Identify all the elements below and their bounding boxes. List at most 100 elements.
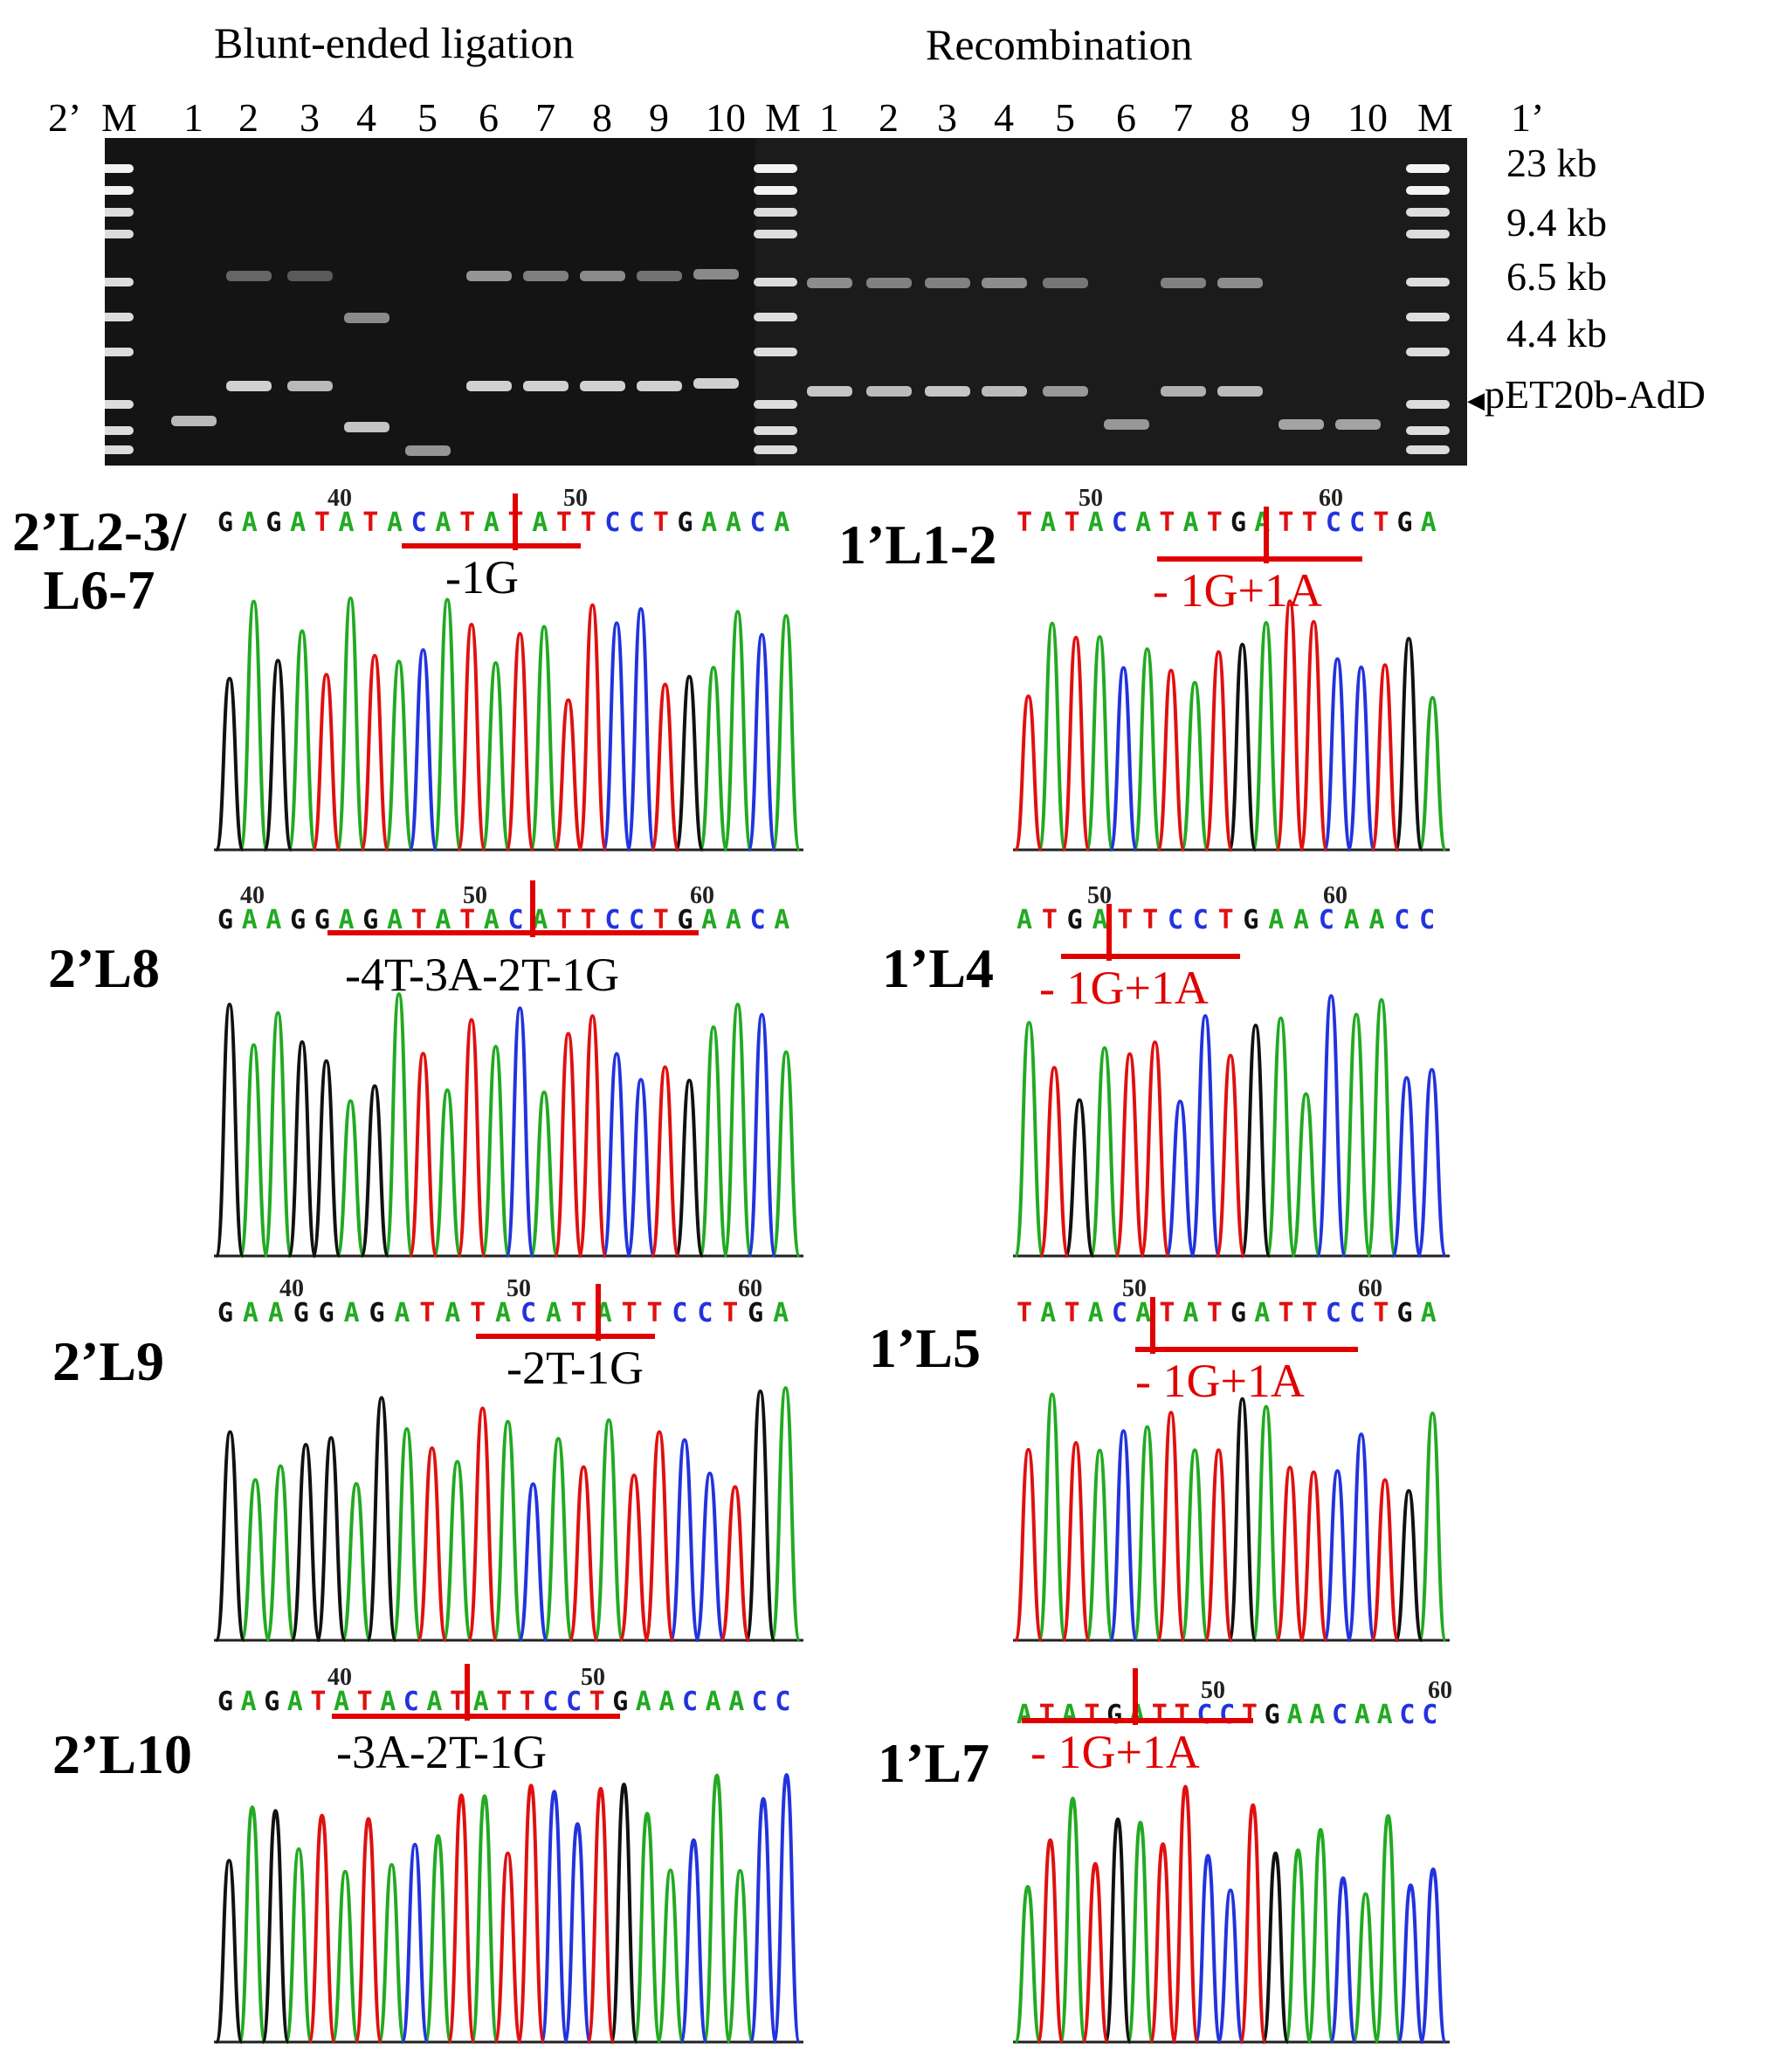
base-call: C [1325, 507, 1344, 538]
gel-band [982, 386, 1027, 397]
base-call: C [1419, 905, 1438, 935]
base-call: T [519, 1687, 538, 1717]
base-call: T [1159, 507, 1178, 538]
gel-band [1335, 419, 1381, 430]
base-call: A [1087, 1298, 1106, 1328]
panel-label: 2’L8 [48, 937, 160, 999]
base-call: A [658, 1687, 678, 1717]
mutation-annotation: - 1G+1A [1135, 1355, 1305, 1407]
lane-label-left-lane-5: 5 [417, 95, 438, 140]
trace-C-peaks [408, 607, 777, 852]
base-call: C [520, 1298, 540, 1328]
base-call: G [748, 1298, 767, 1328]
panel-label: 1’L1-2 [838, 514, 997, 576]
base-call: C [672, 1298, 691, 1328]
trace-A-peaks [238, 1773, 755, 2044]
lane-label-left-lane-10: 10 [706, 95, 746, 140]
gel-band [925, 386, 970, 397]
base-call: C [410, 507, 430, 538]
base-call: A [343, 1298, 362, 1328]
size-marker-label: 9.4 kb [1506, 200, 1607, 245]
trace-G-peaks [1103, 1817, 1290, 2044]
base-call: A [532, 507, 551, 538]
base-call: A [495, 1298, 514, 1328]
base-call: G [677, 507, 696, 538]
base-call: T [1017, 1298, 1036, 1328]
gel-band [90, 426, 134, 435]
panel-label: 1’L7 [878, 1732, 989, 1794]
gel-band [171, 416, 217, 426]
base-call: T [459, 507, 479, 538]
trace-T-peaks [307, 1784, 616, 2044]
mutation-annotation: - 1G+1A [1039, 962, 1209, 1014]
gel-band [754, 278, 797, 286]
base-call: G [1264, 1700, 1283, 1730]
base-call: C [542, 1687, 562, 1717]
size-marker-label: 4.4 kb [1506, 311, 1607, 355]
base-call: T [555, 507, 575, 538]
trace-G-peaks [1064, 1023, 1272, 1258]
base-call: A [386, 905, 406, 935]
base-call: C [1394, 905, 1413, 935]
lane-label-left-lane-7: 7 [535, 95, 555, 140]
base-call: A [1040, 1298, 1059, 1328]
lane-label-right-lane-8: 8 [1230, 95, 1250, 140]
base-call: C [507, 905, 527, 935]
base-call: A [242, 1298, 261, 1328]
lane-label-right-lane-9: 9 [1291, 95, 1311, 140]
gel-band [287, 381, 333, 391]
trace-C-peaks [1194, 1853, 1448, 2044]
chromatogram-trace [214, 1284, 803, 1642]
trace-G-peaks [214, 659, 705, 852]
gel-band [925, 278, 970, 288]
base-call: C [1192, 905, 1211, 935]
mutation-annotation: -3A-2T-1G [336, 1726, 547, 1778]
gel-band [637, 271, 682, 281]
base-call: G [1396, 507, 1416, 538]
base-call: T [496, 1687, 515, 1717]
mutation-annotation: -2T-1G [507, 1342, 644, 1394]
gel-band [982, 278, 1027, 288]
size-marker-label: 23 kb [1506, 141, 1597, 185]
gel-band [523, 271, 569, 281]
gel-band [866, 386, 912, 397]
base-call: A [532, 905, 551, 935]
lane-label-right-lane-4: 4 [994, 95, 1014, 140]
base-call: T [652, 507, 672, 538]
base-call: A [1286, 1700, 1306, 1730]
base-call: A [1135, 1298, 1154, 1328]
base-call: T [310, 1687, 329, 1717]
base-call: A [472, 1687, 492, 1717]
base-call: A [286, 1687, 306, 1717]
gel-band [580, 381, 625, 391]
base-call: G [290, 905, 309, 935]
chromatogram-trace [1013, 904, 1450, 1258]
sequence-position-tick: 40 [327, 485, 352, 512]
base-call: T [1117, 905, 1136, 935]
gel-band [1043, 278, 1088, 288]
trace-A-peaks [1013, 1797, 1403, 2044]
gel-band [754, 313, 797, 321]
sequence-position-tick: 50 [563, 485, 588, 512]
gel-band [1406, 426, 1450, 435]
sequence-position-tick: 60 [1358, 1275, 1382, 1302]
arrow-icon: ◀ [1467, 388, 1485, 413]
base-call: A [725, 905, 744, 935]
base-call: T [722, 1298, 741, 1328]
mutation-annotation: - 1G+1A [1030, 1726, 1200, 1778]
base-call: T [652, 905, 672, 935]
gel-band [693, 378, 739, 389]
base-call: A [1420, 507, 1439, 538]
gel-title-recombination: Recombination [926, 20, 1193, 69]
chromatogram-trace [214, 880, 803, 1258]
gel-band [754, 186, 797, 195]
gel-band [1406, 278, 1450, 286]
mutation-annotation: -4T-3A-2T-1G [345, 949, 619, 1001]
gel-band [90, 445, 134, 454]
trace-A-peaks [238, 597, 802, 852]
trace-C-peaks [400, 1773, 802, 2044]
gel-band [637, 381, 682, 391]
base-call: C [629, 905, 648, 935]
trace-G-peaks [214, 1003, 705, 1258]
sequence-position-tick: 50 [581, 1664, 605, 1691]
